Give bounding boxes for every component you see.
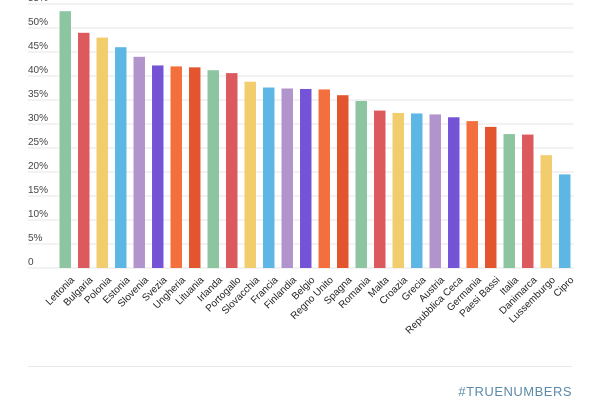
- bar-grecia: [411, 113, 423, 268]
- bar-bulgaria: [78, 32, 90, 268]
- y-tick-label: 40%: [28, 65, 48, 76]
- bar-italia: [503, 134, 515, 268]
- bar-ungheria: [170, 66, 182, 269]
- bar-spagna: [337, 95, 349, 268]
- y-tick-label: 45%: [28, 41, 48, 52]
- bar-malta: [374, 110, 386, 268]
- bar-lituania: [189, 67, 201, 268]
- bar-cipro: [559, 174, 571, 268]
- y-tick-label: 5%: [28, 233, 43, 244]
- x-axis-category-labels: LettoniaBulgariaPoloniaEstoniaSloveniaSv…: [44, 275, 577, 337]
- bar-croazia: [392, 112, 404, 269]
- bar-francia: [263, 87, 275, 269]
- bar-austria: [429, 114, 441, 269]
- bar-paesi-bassi: [485, 126, 497, 268]
- bar-danimarca: [522, 134, 534, 268]
- y-tick-label: 55%: [28, 0, 48, 4]
- bar-portogallo: [226, 73, 238, 269]
- bar-lettonia: [59, 11, 71, 268]
- y-tick-label: 15%: [28, 185, 48, 196]
- bar-repubblica-ceca: [448, 117, 460, 268]
- bar-romania: [355, 100, 367, 269]
- bar-lussemburgo: [540, 155, 552, 268]
- y-tick-label: 20%: [28, 161, 48, 172]
- bar-chart: 0 5% 10% 15% 20% 25% 30% 35% 40% 45% 50% 55% Letton…: [28, 0, 577, 337]
- y-axis-tick-labels: 0 5% 10% 15% 20% 25% 30% 35% 40% 45% 50% 55%: [28, 0, 48, 268]
- bar-regno-unito: [318, 89, 330, 268]
- y-tick-label: 50%: [28, 17, 48, 28]
- bar-svezia: [152, 65, 164, 268]
- bar-slovacchia: [244, 81, 256, 268]
- bar-irlanda: [207, 70, 219, 269]
- footer-divider: [28, 366, 572, 367]
- y-tick-label: 25%: [28, 137, 48, 148]
- y-tick-label: 30%: [28, 113, 48, 124]
- y-tick-label: 10%: [28, 209, 48, 220]
- y-tick-label: 0: [28, 257, 34, 268]
- bar-belgio: [300, 88, 312, 269]
- bar-polonia: [96, 37, 108, 268]
- brand-logo-text: #TRUENUMBERS: [458, 384, 572, 399]
- x-category-label: Cipro: [552, 275, 577, 300]
- y-tick-label: 35%: [28, 89, 48, 100]
- bar-germania: [466, 121, 478, 269]
- bar-slovenia: [133, 56, 145, 268]
- bar-finlandia: [281, 88, 293, 268]
- bar-estonia: [115, 47, 127, 269]
- bars: [59, 11, 571, 269]
